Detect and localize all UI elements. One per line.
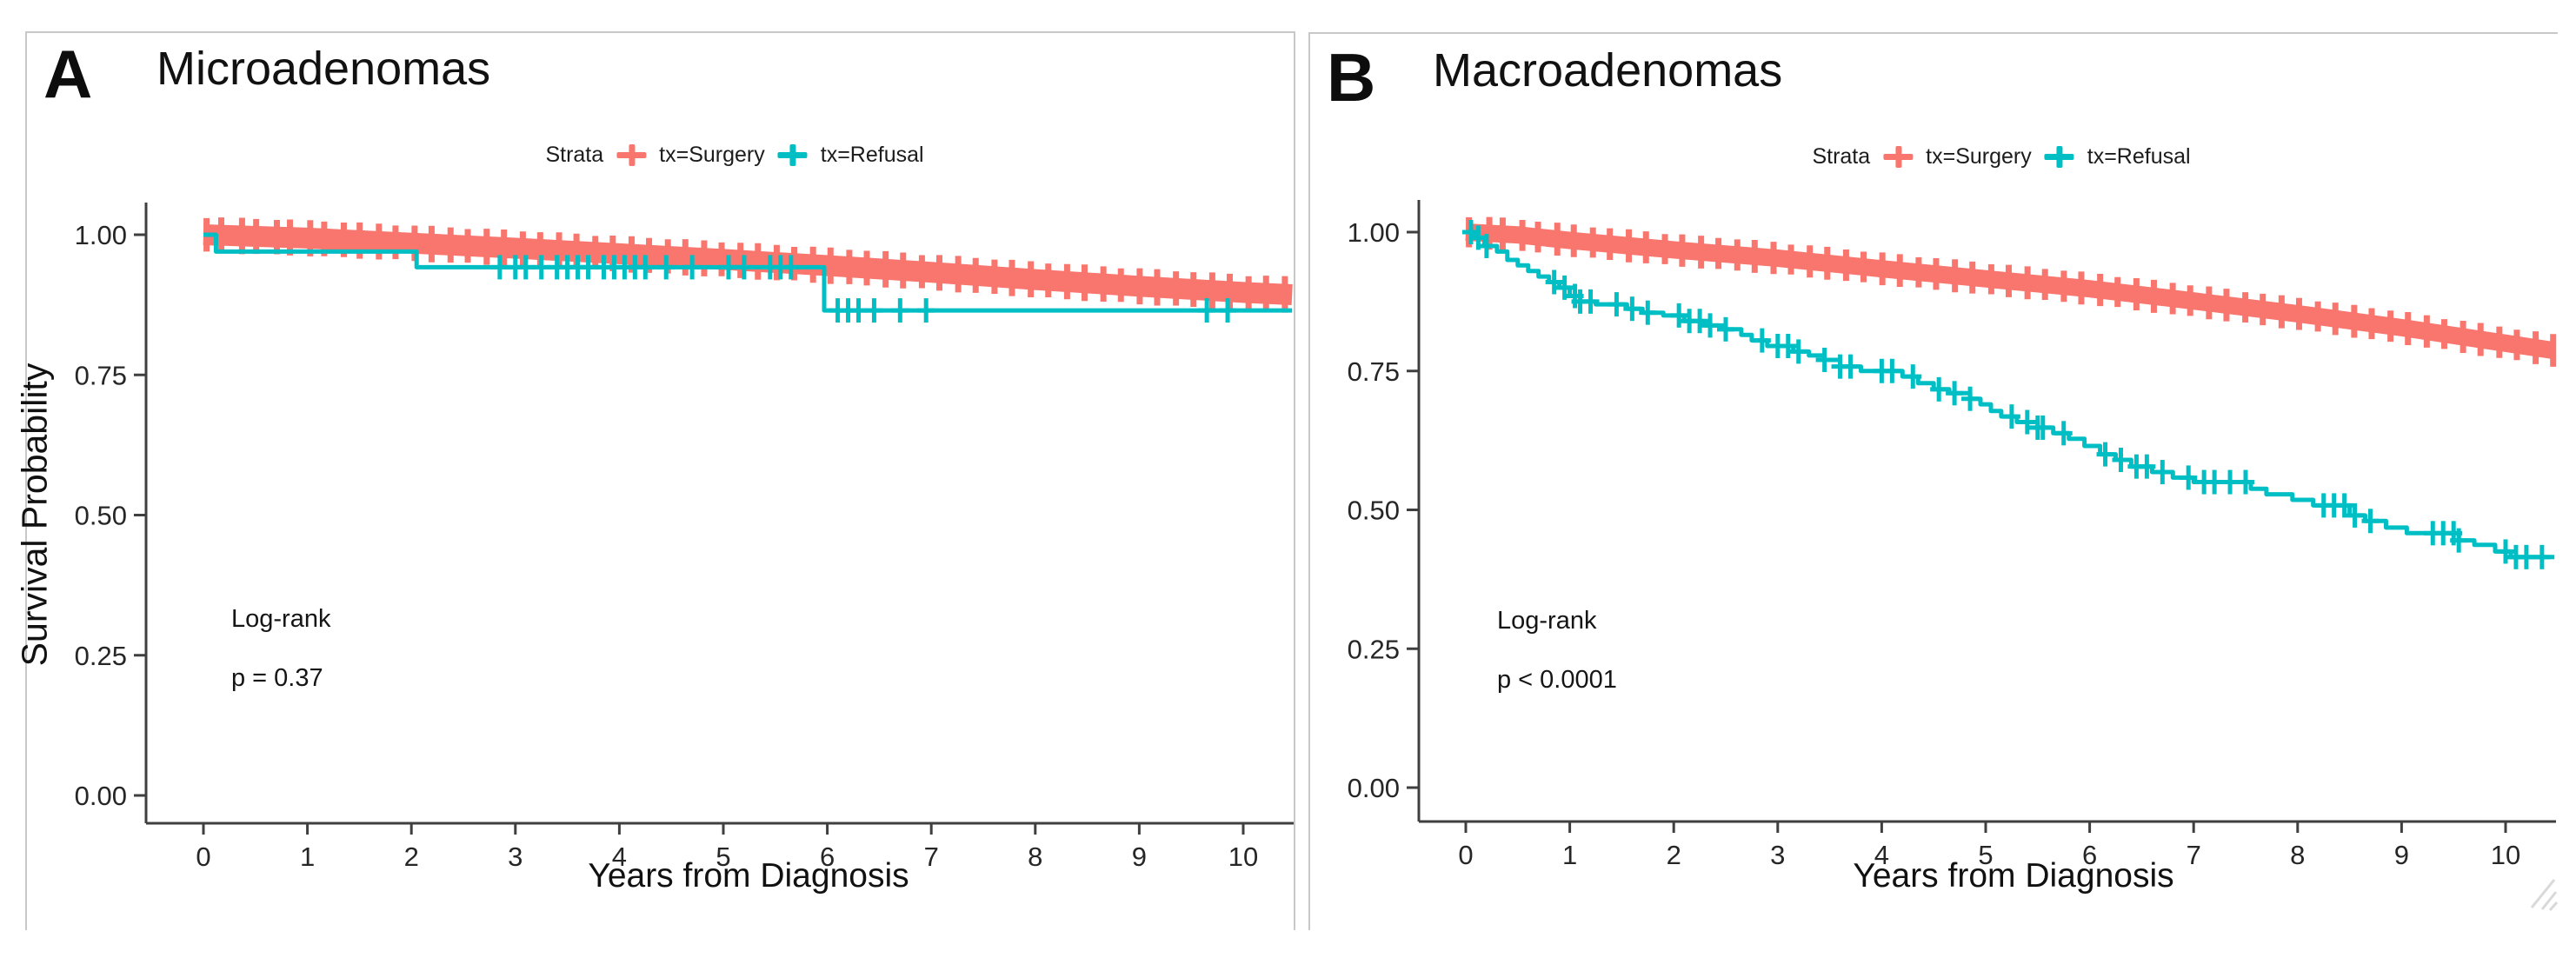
svg-text:1.00: 1.00 xyxy=(75,220,127,250)
panel-b-logrank-label: Log-rank xyxy=(1497,607,1597,635)
svg-text:5: 5 xyxy=(1978,840,1993,870)
panel-a-letter: A xyxy=(43,36,94,112)
svg-text:0.50: 0.50 xyxy=(75,501,127,531)
svg-text:1: 1 xyxy=(300,842,315,872)
legend-item-surgery: tx=Surgery xyxy=(659,143,765,167)
panel-b-x-axis-title: Years from Diagnosis xyxy=(1853,857,2174,895)
censor-plus-icon xyxy=(777,143,808,167)
panel-a-frame xyxy=(25,31,1295,930)
censor-plus-icon xyxy=(2044,145,2074,169)
panel-a-y-axis-title: Survival Probability xyxy=(14,363,55,667)
svg-text:0.75: 0.75 xyxy=(75,360,127,390)
censor-plus-icon-bar xyxy=(629,144,636,166)
panel-b-letter: B xyxy=(1327,39,1377,116)
svg-text:10: 10 xyxy=(2491,840,2520,870)
svg-text:0: 0 xyxy=(196,842,210,872)
svg-text:4: 4 xyxy=(1874,840,1889,870)
svg-text:7: 7 xyxy=(2187,840,2201,870)
panel-a-x-axis-title: Years from Diagnosis xyxy=(588,857,909,895)
svg-text:9: 9 xyxy=(2394,840,2409,870)
svg-text:0.00: 0.00 xyxy=(1348,773,1400,803)
svg-text:2: 2 xyxy=(404,842,419,872)
censor-plus-icon-bar xyxy=(2056,146,2063,168)
svg-text:1: 1 xyxy=(1562,840,1577,870)
panel-b-pvalue-label: p < 0.0001 xyxy=(1497,666,1617,694)
panel-b-legend: Strata tx=Surgery tx=Refusal xyxy=(1812,144,2190,170)
svg-text:5: 5 xyxy=(716,842,730,872)
panel-a-legend: Strata tx=Surgery tx=Refusal xyxy=(545,143,923,168)
svg-text:3: 3 xyxy=(508,842,523,872)
legend-strata-label: Strata xyxy=(1812,144,1871,169)
survival-plot-b: 0.00 0.25 0.50 0.75 1.00 0 1 2 3 4 5 6 7 8 9 10 xyxy=(1348,200,2557,870)
legend-item-refusal: tx=Refusal xyxy=(820,143,924,167)
svg-text:7: 7 xyxy=(924,842,939,872)
resize-handle-artifact xyxy=(2530,879,2559,911)
svg-text:8: 8 xyxy=(1028,842,1042,872)
svg-text:2: 2 xyxy=(1667,840,1681,870)
svg-text:8: 8 xyxy=(2290,840,2305,870)
censor-plus-icon xyxy=(1883,145,1914,169)
svg-text:0.25: 0.25 xyxy=(1348,634,1400,664)
svg-text:0.00: 0.00 xyxy=(75,781,127,811)
survival-plot-a: 0.00 0.25 0.50 0.75 1.00 0 1 2 3 4 5 6 7 8 9 10 xyxy=(75,203,1294,872)
panel-a-pvalue-label: p = 0.37 xyxy=(231,664,323,692)
svg-text:0: 0 xyxy=(1458,840,1473,870)
censor-plus-icon-bar xyxy=(789,144,796,166)
svg-text:6: 6 xyxy=(2082,840,2097,870)
panel-b-title: Macroadenomas xyxy=(1433,44,1783,96)
legend-item-surgery: tx=Surgery xyxy=(1926,144,2032,169)
svg-text:10: 10 xyxy=(1228,842,1258,872)
panel-a-logrank-label: Log-rank xyxy=(231,605,331,633)
svg-text:4: 4 xyxy=(612,842,627,872)
svg-text:0.50: 0.50 xyxy=(1348,496,1400,526)
svg-text:6: 6 xyxy=(820,842,835,872)
legend-item-refusal: tx=Refusal xyxy=(2087,144,2191,169)
legend-strata-label: Strata xyxy=(545,143,604,167)
svg-text:9: 9 xyxy=(1132,842,1147,872)
panel-b-frame xyxy=(1308,32,2558,930)
svg-text:0.25: 0.25 xyxy=(75,641,127,671)
censor-plus-icon-bar xyxy=(1895,146,1902,168)
svg-text:0.75: 0.75 xyxy=(1348,356,1400,387)
svg-text:1.00: 1.00 xyxy=(1348,217,1400,248)
censor-plus-icon xyxy=(616,143,647,167)
svg-text:3: 3 xyxy=(1770,840,1785,870)
panel-a-title: Microadenomas xyxy=(156,43,491,95)
